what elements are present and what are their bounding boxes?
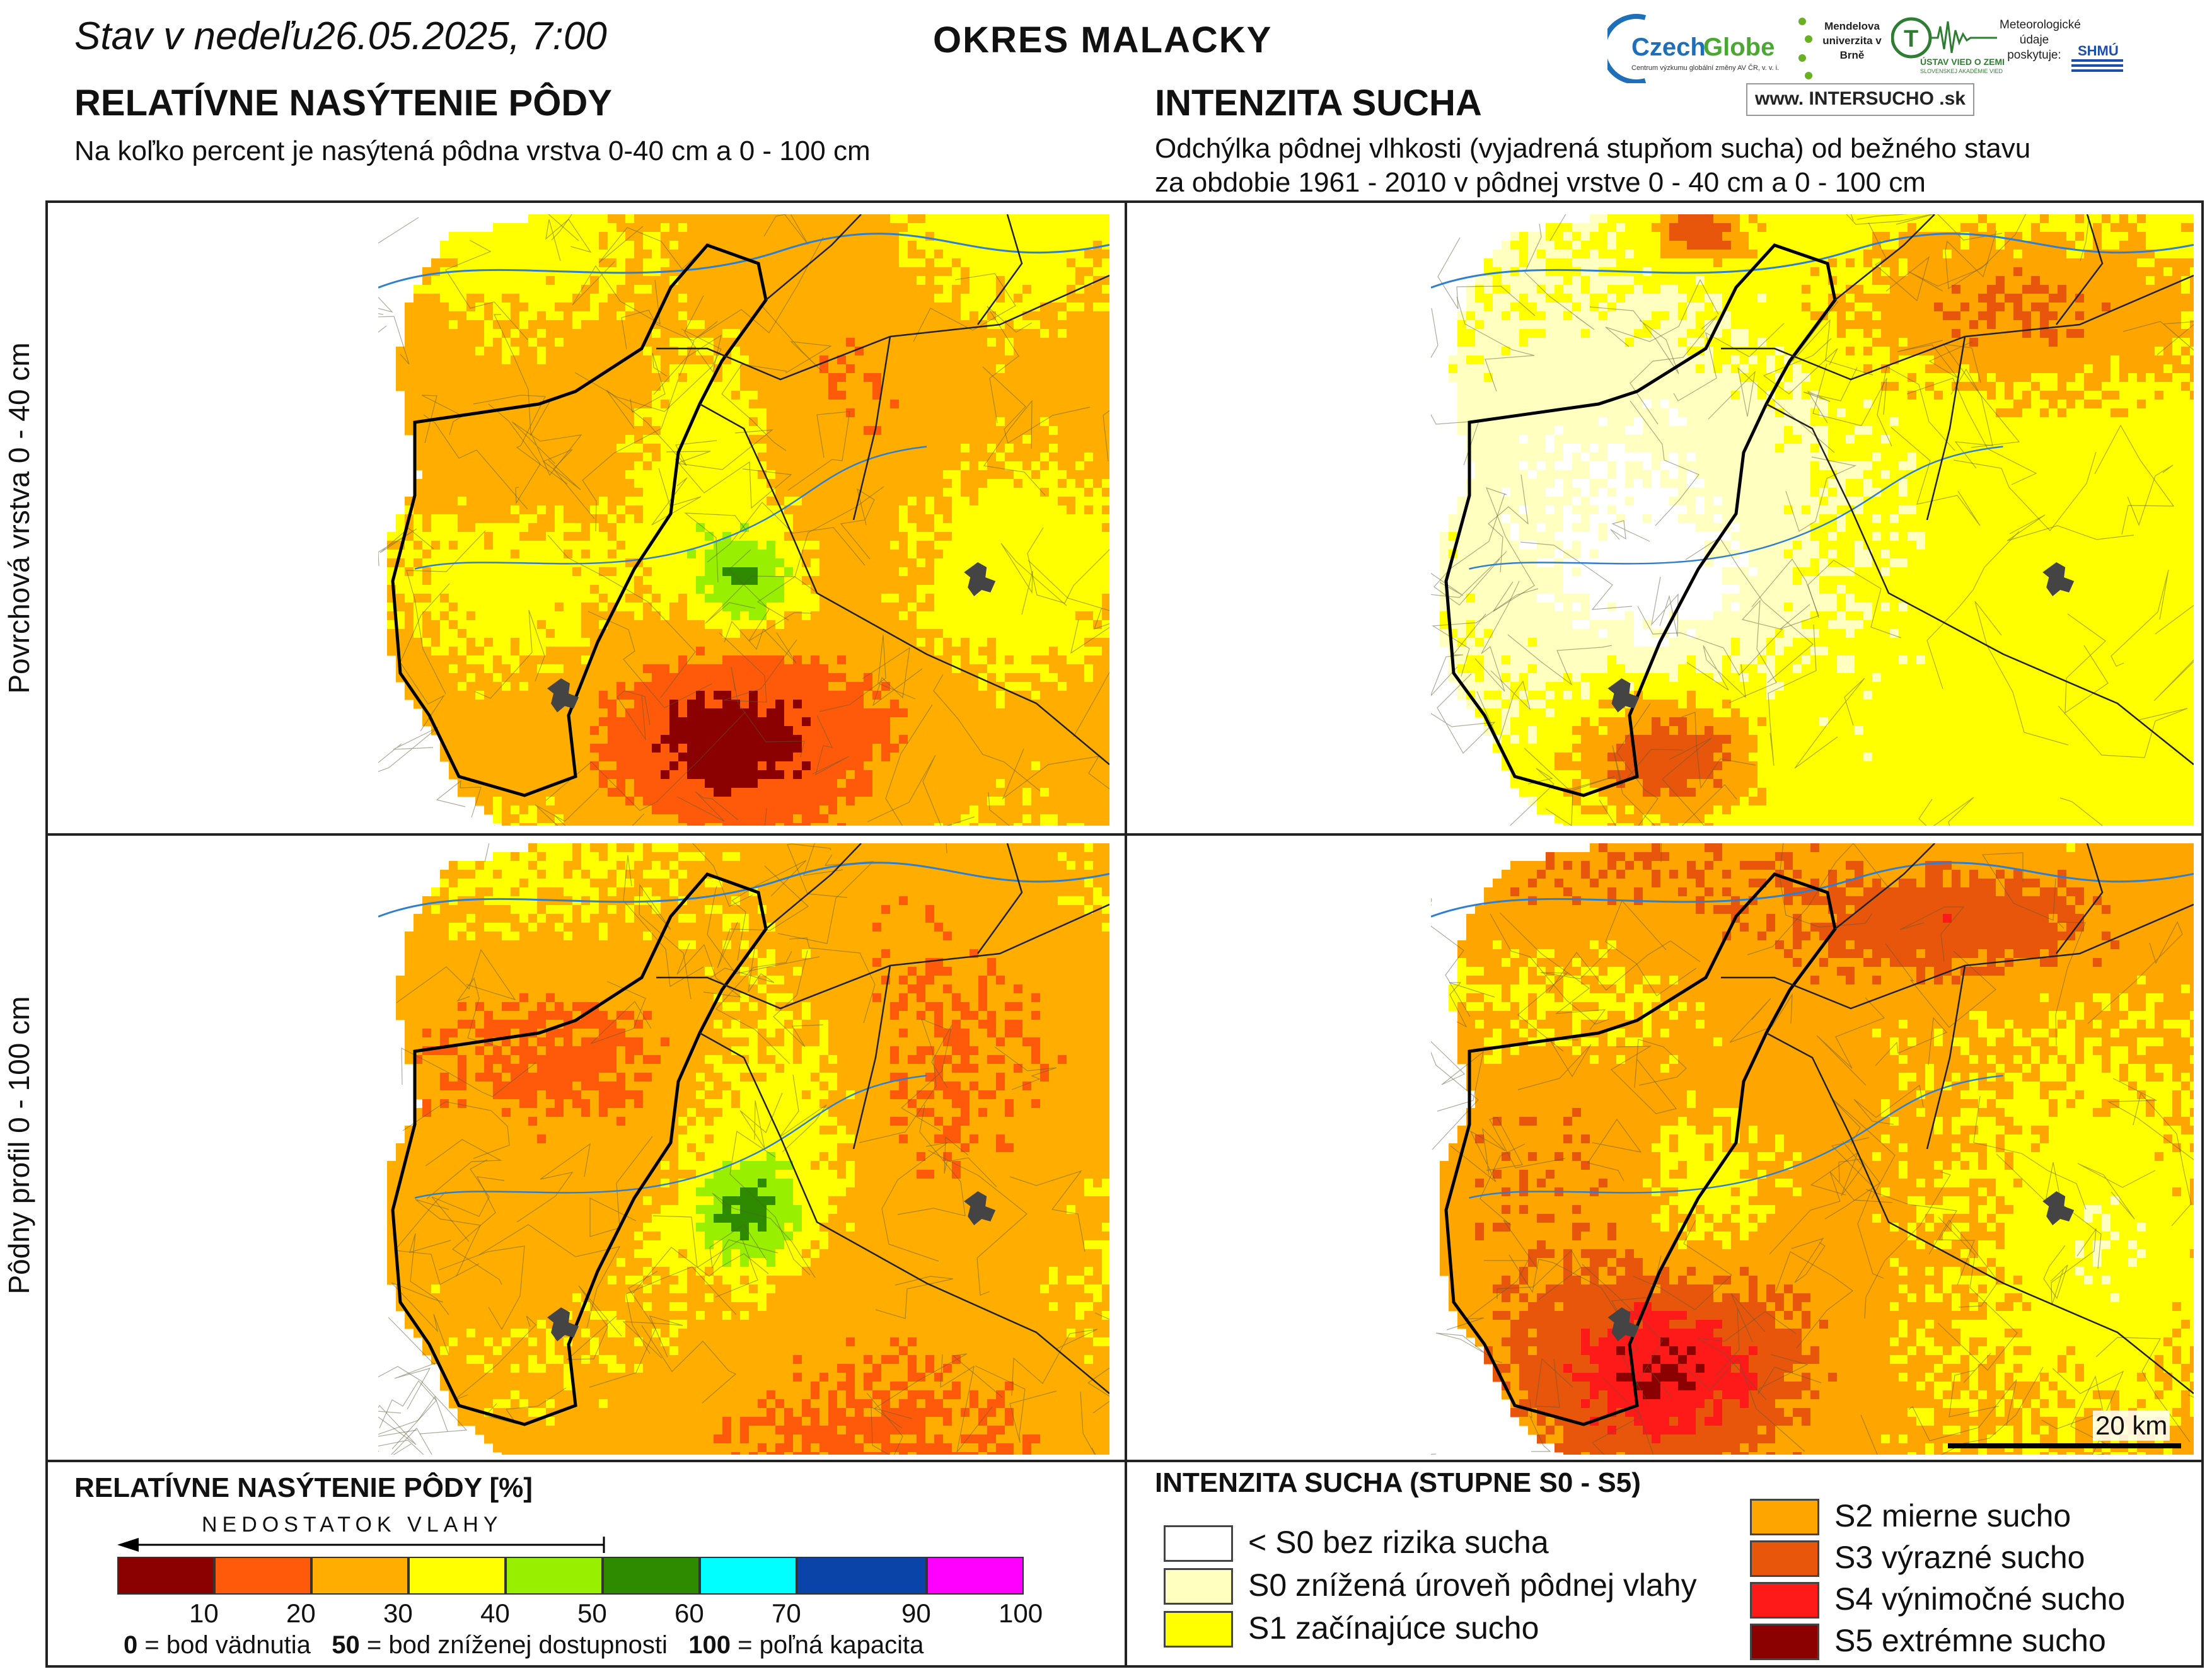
note-1-text: = bod vädnutia	[144, 1631, 311, 1659]
drought-legend-swatch	[1750, 1624, 1819, 1660]
row-label-bottom: Pôdny profil 0 - 100 cm	[2, 956, 36, 1334]
saturation-scale-cell	[603, 1557, 700, 1595]
moisture-deficit-label: NEDOSTATOK VLAHY	[202, 1513, 503, 1537]
saturation-scale-tick: 70	[772, 1598, 801, 1629]
drought-legend-label: < S0 bez rizika sucha	[1248, 1524, 1549, 1561]
czechglobe-subtitle: Centrum výzkumu globální změny AV ČR, v.…	[1631, 64, 1779, 72]
saturation-scale-cell	[927, 1557, 1024, 1595]
drought-legend-label: S1 začínajúce sucho	[1248, 1610, 1539, 1646]
row-label-top: Povrchová vrstva 0 - 40 cm	[2, 329, 36, 707]
left-panel-subtitle: Na koľko percent je nasýtená pôdna vrstv…	[74, 134, 871, 169]
ustav-subtext: SLOVENSKEJ AKADÉMIE VIED	[1920, 68, 2003, 74]
drought-legend-label: S2 mierne sucho	[1834, 1498, 2071, 1534]
saturation-scale-tick: 40	[480, 1598, 510, 1629]
drought-legend-swatch	[1750, 1540, 1819, 1577]
drought-legend-label: S0 znížená úroveň pôdnej vlahy	[1248, 1567, 1697, 1603]
note-3-text: = poľná kapacita	[738, 1631, 924, 1659]
saturation-legend-title: RELATÍVNE NASÝTENIE PÔDY [%]	[74, 1472, 533, 1504]
note-2-text: = bod zníženej dostupnosti	[367, 1631, 668, 1659]
svg-text:T: T	[1904, 26, 1918, 52]
drought-legend-swatch	[1164, 1568, 1233, 1605]
district-title: OKRES MALACKY	[933, 19, 1272, 61]
scale-bar-label: 20 km	[2093, 1411, 2170, 1441]
saturation-scale-cell	[797, 1557, 927, 1595]
saturation-scale-cell	[311, 1557, 408, 1595]
drought-legend-swatch	[1164, 1525, 1233, 1562]
intersucho-logo: www. INTERSUCHO .sk	[1746, 83, 1974, 116]
date-heading: Stav v nedeľu26.05.2025, 7:00	[74, 14, 607, 59]
drought-legend-swatch	[1750, 1582, 1819, 1619]
frame-divider-row	[45, 833, 2204, 836]
meteo-text: Meteorologické údaje poskytuje:	[2000, 18, 2081, 63]
drought-legend-swatch	[1750, 1499, 1819, 1535]
saturation-scale-tick: 20	[286, 1598, 316, 1629]
map-drought-top	[1431, 214, 2194, 826]
drought-legend-swatch	[1164, 1611, 1233, 1648]
saturation-scale-tick: 60	[675, 1598, 704, 1629]
note-3-value: 100	[688, 1631, 731, 1659]
meteo-credit: Meteorologické údaje poskytuje:	[2000, 18, 2081, 74]
ustav-logo: T ÚSTAV VIED O ZEMI SLOVENSKEJ AKADÉMIE …	[1891, 15, 2005, 78]
saturation-scale-tick: 100	[999, 1598, 1043, 1629]
scale-bar	[1948, 1443, 2181, 1448]
map-drought-bottom	[1431, 843, 2194, 1455]
saturation-scale-tick: 30	[383, 1598, 413, 1629]
saturation-scale-cell	[117, 1557, 214, 1595]
drought-legend-label: S3 výrazné sucho	[1834, 1539, 2085, 1576]
note-1-value: 0	[124, 1631, 137, 1659]
ustav-text: ÚSTAV VIED O ZEMI	[1920, 57, 2005, 67]
drought-legend-title: INTENZITA SUCHA (STUPNE S0 - S5)	[1155, 1467, 1641, 1499]
shmu-text: SHMÚ	[2078, 43, 2119, 59]
saturation-scale-cell	[506, 1557, 603, 1595]
saturation-scale-tick: 90	[901, 1598, 931, 1629]
shmu-logo: SHMÚ	[2069, 40, 2126, 73]
note-2-value: 50	[332, 1631, 360, 1659]
moisture-deficit-arrow	[117, 1537, 605, 1553]
frame-divider-legend	[45, 1460, 2204, 1462]
drought-legend-label: S5 extrémne sucho	[1834, 1622, 2106, 1659]
map-saturation-bottom	[378, 843, 1109, 1455]
right-panel-subtitle-2: za obdobie 1961 - 2010 v pôdnej vrstve 0…	[1155, 165, 1926, 200]
date-value: 26.05.2025, 7:00	[313, 14, 606, 58]
frame-divider-vertical	[1125, 200, 1127, 1668]
left-panel-title: RELATÍVNE NASÝTENIE PÔDY	[74, 82, 612, 124]
saturation-scale-cell	[408, 1557, 506, 1595]
right-panel-subtitle-1: Odchýlka pôdnej vlhkosti (vyjadrená stup…	[1155, 131, 2030, 166]
saturation-scale-tick: 50	[577, 1598, 607, 1629]
date-label: Stav v nedeľu	[74, 14, 313, 58]
svg-text:Czech: Czech	[1631, 33, 1706, 61]
saturation-scale-cell	[700, 1557, 797, 1595]
right-panel-title: INTENZITA SUCHA	[1155, 82, 1482, 124]
saturation-scale-tick: 10	[189, 1598, 219, 1629]
intersucho-text: www. INTERSUCHO .sk	[1747, 84, 1973, 113]
czechglobe-logo: Czech Globe Centrum výzkumu globální změ…	[1601, 13, 1790, 84]
svg-text:Globe: Globe	[1703, 33, 1775, 61]
saturation-scale-cell	[214, 1557, 311, 1595]
mendel-text: Mendelova univerzita v Brně	[1817, 19, 1887, 62]
saturation-notes: 0 = bod vädnutia 50 = bod zníženej dostu…	[124, 1631, 924, 1660]
drought-legend-label: S4 výnimočné sucho	[1834, 1581, 2125, 1617]
map-saturation-top	[378, 214, 1109, 826]
mendel-logo: Mendelova univerzita v Brně	[1793, 14, 1888, 83]
